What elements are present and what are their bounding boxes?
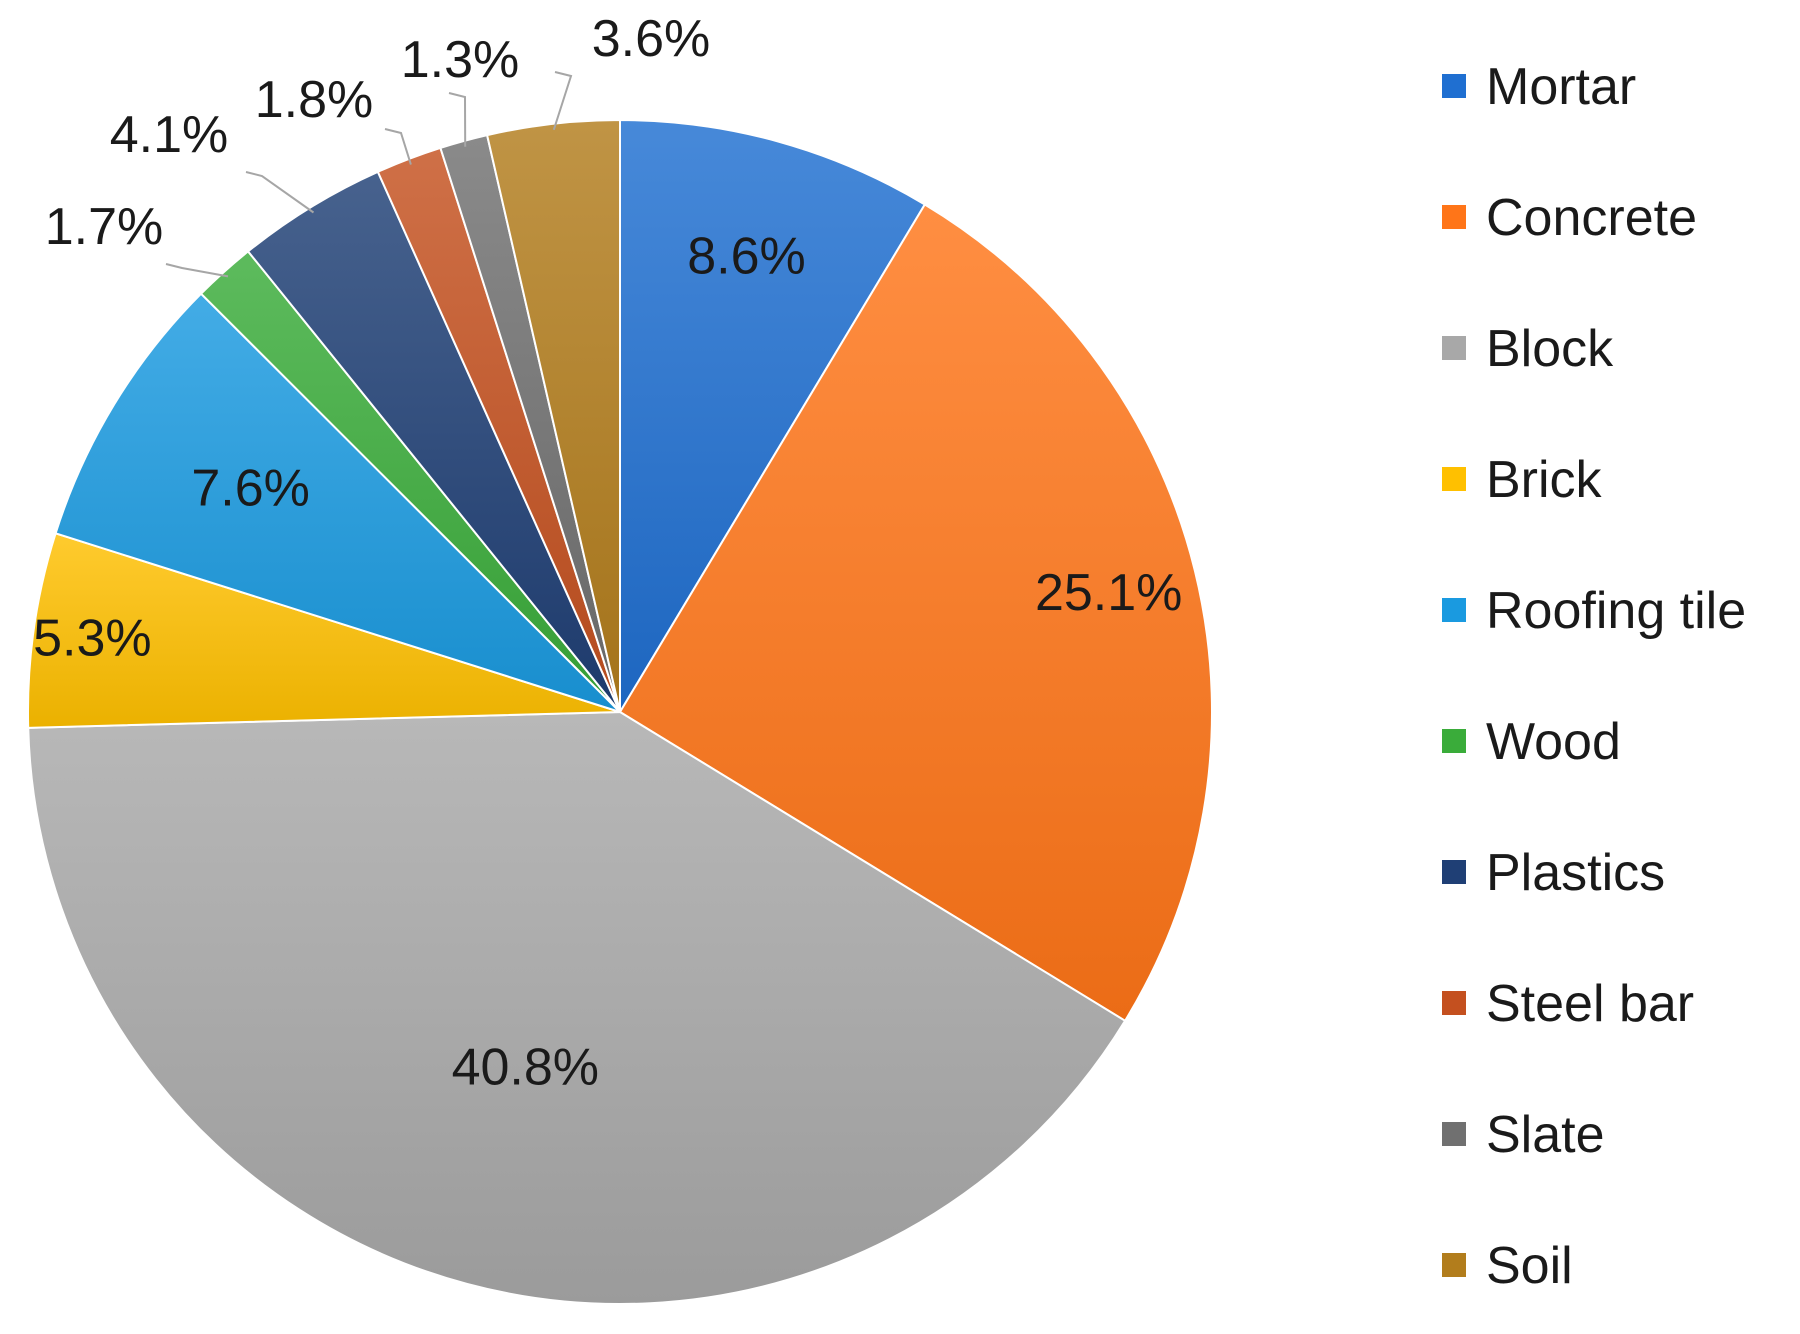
leader-line-wood bbox=[165, 263, 229, 278]
leader-line-slate bbox=[448, 92, 467, 147]
data-label-plastics: 4.1% bbox=[110, 106, 229, 164]
legend-item-steel-bar: Steel bar bbox=[1442, 975, 1694, 1033]
legend-label-steel-bar: Steel bar bbox=[1486, 975, 1694, 1033]
legend-label-wood: Wood bbox=[1486, 713, 1621, 771]
legend-label-plastics: Plastics bbox=[1486, 844, 1665, 902]
data-label-block: 40.8% bbox=[452, 1039, 599, 1097]
legend-swatch-soil bbox=[1442, 1253, 1466, 1277]
data-label-wood: 1.7% bbox=[45, 198, 164, 256]
legend-swatch-roofing-tile bbox=[1442, 598, 1466, 622]
pie-slice-mortar bbox=[619, 118, 927, 716]
data-labels: 8.6% 25.1% 40.8% 5.3% 7.6% 1.7% 4.1% 1.8% 1.3% 3.… bbox=[33, 10, 1182, 1097]
legend-item-concrete: Concrete bbox=[1442, 189, 1697, 247]
legend-item-slate: Slate bbox=[1442, 1106, 1605, 1164]
pie-slice-soil bbox=[485, 118, 621, 713]
data-label-brick: 5.3% bbox=[33, 610, 152, 668]
legend-swatch-plastics bbox=[1442, 860, 1466, 884]
legend-item-mortar: Mortar bbox=[1442, 58, 1636, 116]
legend-label-soil: Soil bbox=[1486, 1237, 1573, 1295]
pie-slice-block bbox=[27, 710, 1127, 1305]
data-label-soil: 3.6% bbox=[592, 10, 711, 68]
data-label-roofing-tile: 7.6% bbox=[191, 460, 310, 518]
pie-slice-brick bbox=[27, 532, 621, 729]
legend-label-block: Block bbox=[1486, 320, 1614, 378]
legend-swatch-steel-bar bbox=[1442, 991, 1466, 1015]
legend-swatch-slate bbox=[1442, 1122, 1466, 1146]
legend-item-soil: Soil bbox=[1442, 1237, 1573, 1295]
leader-line-plastics bbox=[245, 171, 315, 214]
data-label-concrete: 25.1% bbox=[1035, 564, 1182, 622]
legend-label-brick: Brick bbox=[1486, 451, 1603, 509]
legend-label-concrete: Concrete bbox=[1486, 189, 1697, 247]
legend-item-block: Block bbox=[1442, 320, 1614, 378]
legend-label-roofing-tile: Roofing tile bbox=[1486, 582, 1746, 640]
legend-item-roofing-tile: Roofing tile bbox=[1442, 582, 1746, 640]
data-label-steel-bar: 1.8% bbox=[255, 71, 374, 129]
legend-item-plastics: Plastics bbox=[1442, 844, 1665, 902]
pie-slice-roofing-tile bbox=[54, 292, 621, 713]
data-label-slate: 1.3% bbox=[401, 31, 520, 89]
legend: Mortar Concrete Block Brick Roofing tile Wood… bbox=[1442, 58, 1746, 1295]
leader-line-steel-bar bbox=[384, 128, 412, 165]
pie-slices bbox=[27, 118, 1213, 1305]
legend-swatch-mortar bbox=[1442, 74, 1466, 98]
legend-label-mortar: Mortar bbox=[1486, 58, 1636, 116]
leader-lines bbox=[165, 71, 573, 278]
legend-item-wood: Wood bbox=[1442, 713, 1621, 771]
leader-line-soil bbox=[552, 71, 573, 131]
legend-swatch-brick bbox=[1442, 467, 1466, 491]
pie-slice-concrete bbox=[618, 203, 1213, 1023]
legend-item-brick: Brick bbox=[1442, 451, 1603, 509]
legend-swatch-block bbox=[1442, 336, 1466, 360]
legend-label-slate: Slate bbox=[1486, 1106, 1605, 1164]
legend-swatch-concrete bbox=[1442, 205, 1466, 229]
legend-swatch-wood bbox=[1442, 729, 1466, 753]
data-label-mortar: 8.6% bbox=[687, 228, 806, 286]
